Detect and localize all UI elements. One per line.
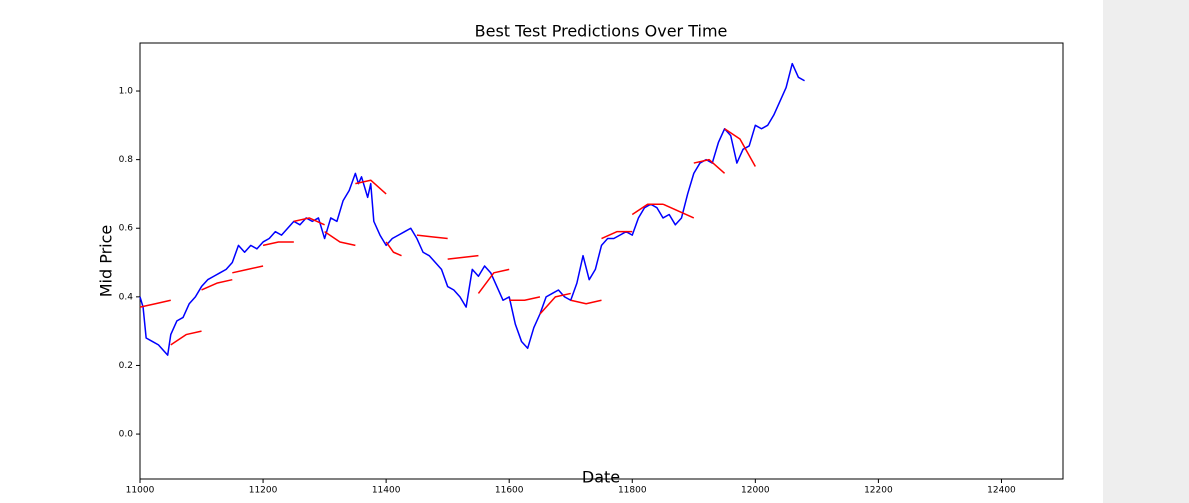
y-axis-label: Mid Price	[97, 225, 116, 298]
x-tick-label: 11200	[249, 486, 278, 496]
y-tick-label: 0.6	[119, 224, 134, 234]
x-tick-label: 12200	[864, 486, 893, 496]
y-tick-label: 0.8	[119, 155, 134, 165]
x-tick-label: 12400	[987, 486, 1016, 496]
sidebar	[1103, 0, 1189, 503]
y-tick-label: 0.4	[119, 292, 134, 302]
y-tick-label: 0.2	[119, 361, 133, 371]
x-axis-label: Date	[582, 468, 620, 487]
series-line	[139, 62, 805, 356]
chart-title: Best Test Predictions Over Time	[475, 22, 728, 41]
x-tick-label: 11600	[495, 486, 524, 496]
plot-frame	[139, 42, 1064, 480]
y-tick-label: 0.0	[119, 430, 134, 440]
x-tick-label: 12000	[741, 486, 770, 496]
x-tick-label: 11000	[126, 486, 155, 496]
series-line	[139, 128, 756, 346]
x-tick-label: 11800	[618, 486, 647, 496]
x-tick-label: 11400	[372, 486, 401, 496]
y-tick-label: 1.0	[119, 87, 134, 97]
